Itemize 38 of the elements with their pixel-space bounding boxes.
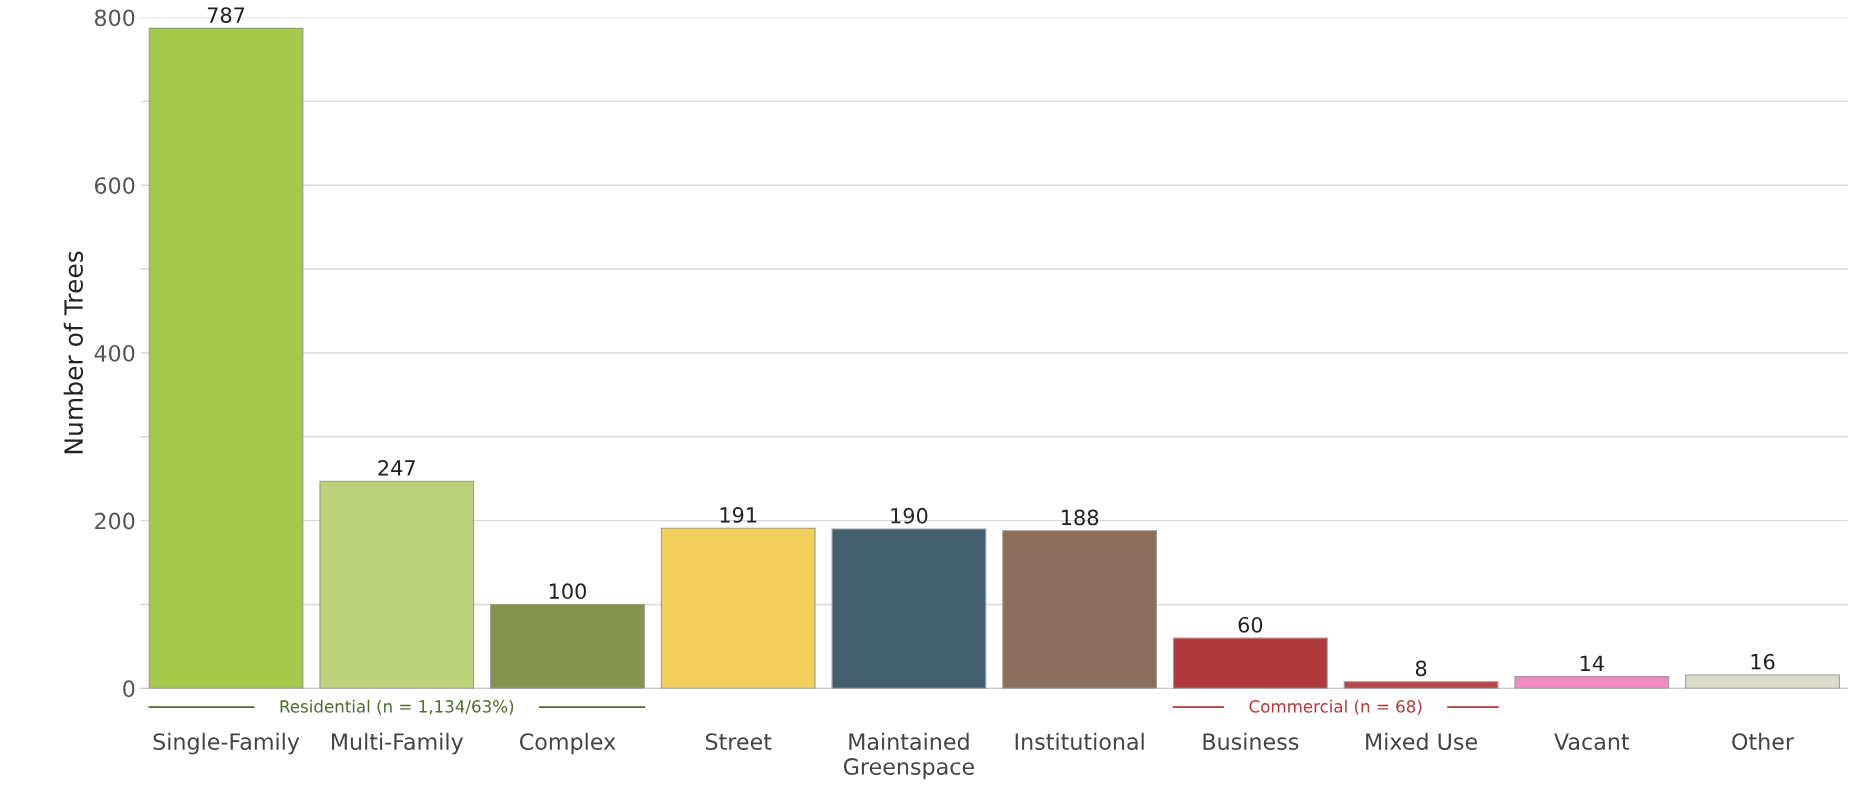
bar (319, 480, 475, 689)
x-tick-label: Street (705, 733, 772, 751)
data-label: 787 (207, 7, 245, 23)
bar (1343, 681, 1499, 689)
x-tick-label: Single-Family (153, 732, 300, 755)
bar (1685, 674, 1840, 689)
bar (490, 603, 645, 689)
data-label: 191 (720, 507, 757, 523)
y-tick-label: 800 (94, 9, 135, 27)
bar (148, 27, 304, 689)
bar (1002, 530, 1158, 689)
y-axis-title: Number of Trees (63, 251, 84, 454)
data-label: 14 (1580, 655, 1604, 671)
text: Commercial (n = 68) (1249, 699, 1422, 715)
x-tick-label: Mixed Use (1366, 732, 1477, 751)
x-tick-label: Vacant (1554, 733, 1630, 751)
y-tick-label: 400 (94, 344, 135, 362)
y-tick-label: 0 (123, 680, 135, 698)
bar (1172, 637, 1328, 689)
x-tick-label: Complex (520, 732, 616, 755)
x-tick-label: Other (1732, 732, 1795, 751)
x-tick-label: Institutional (1015, 732, 1144, 751)
data-label: 16 (1751, 653, 1775, 670)
data-label: 188 (1062, 509, 1099, 526)
data-label: 60 (1238, 616, 1263, 633)
y-tick-label: 600 (94, 177, 135, 194)
text: Residential (n = 1,134/63%) (280, 699, 514, 715)
data-label: 247 (378, 460, 415, 476)
data-label: 8 (1415, 660, 1427, 677)
bar (660, 527, 816, 689)
x-tick-label: Maintained Greenspace (843, 732, 974, 780)
y-tick-label: 200 (95, 512, 135, 530)
bar (1514, 676, 1670, 689)
x-tick-label: Business (1203, 732, 1299, 751)
data-label: 190 (891, 507, 928, 524)
data-label: 100 (549, 583, 586, 600)
bar (831, 528, 987, 689)
x-tick-label: Multi-Family (332, 732, 464, 755)
